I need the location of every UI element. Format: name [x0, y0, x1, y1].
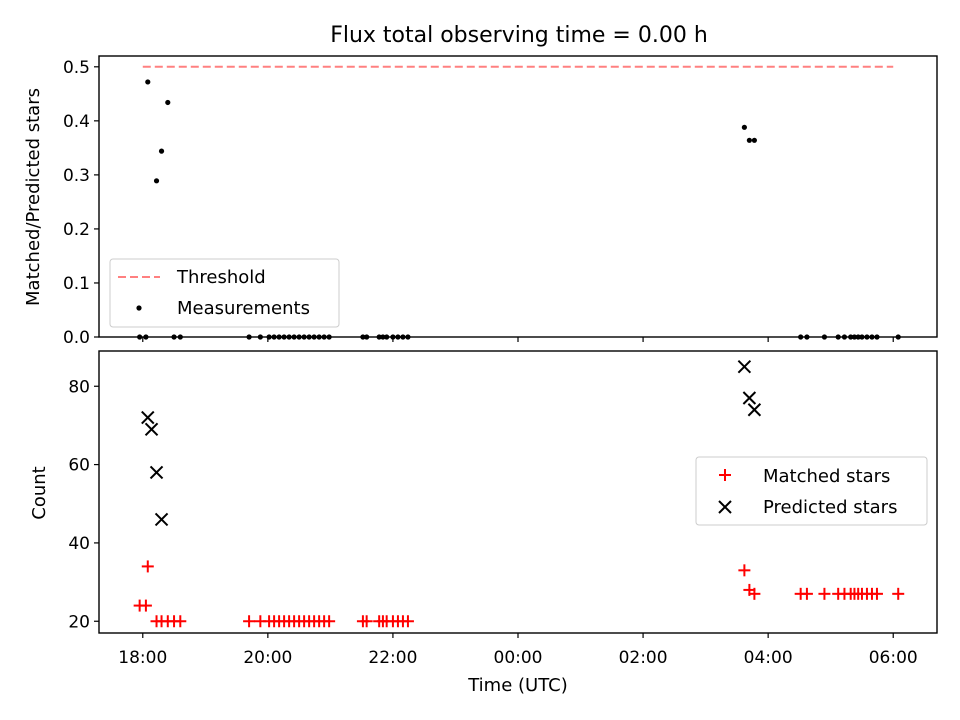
matched-star-point	[818, 587, 831, 600]
x-tick-label: 06:00	[869, 648, 918, 668]
matched-star-point	[243, 615, 256, 628]
predicted-star-point	[141, 410, 155, 425]
bottom-x-axis-label: Time (UTC)	[467, 675, 568, 696]
bottom-x-ticks: 18:00 20:00 22:00 00:00 02:00 04:00 06:00	[118, 633, 918, 668]
matched-star-point	[323, 615, 336, 628]
y-tick-label: 20	[68, 612, 90, 632]
legend-measurements-swatch	[136, 305, 142, 311]
legend-measurements-label: Measurements	[177, 298, 310, 319]
y-tick-label: 0.2	[63, 220, 90, 240]
measurement-point	[145, 79, 151, 85]
matched-star-point	[174, 615, 187, 628]
x-tick-label: 22:00	[368, 648, 417, 668]
y-tick-label: 0.4	[63, 112, 90, 132]
top-axes: 0.0 0.1 0.2 0.3 0.4 0.5 Matched/Predicted sta…	[23, 55, 938, 348]
x-tick-label: 04:00	[744, 648, 793, 668]
x-tick-label: 20:00	[243, 648, 292, 668]
top-y-axis-label: Matched/Predicted stars	[23, 88, 44, 306]
predicted-star-point	[742, 391, 757, 405]
top-x-ticks	[142, 337, 894, 342]
y-tick-label: 60	[68, 456, 90, 476]
matched-star-point	[141, 560, 154, 573]
predicted-star-point	[747, 403, 762, 417]
legend-predicted-swatch	[718, 500, 732, 514]
y-tick-label: 40	[68, 534, 90, 554]
matched-star-point	[139, 599, 152, 612]
matched-star-point	[401, 615, 414, 628]
y-tick-label: 80	[68, 377, 90, 397]
top-legend-box	[109, 258, 340, 328]
top-legend: Threshold Measurements	[109, 258, 340, 328]
legend-threshold-label: Threshold	[176, 267, 266, 288]
matched-star-point	[800, 587, 813, 600]
matched-star-point	[870, 587, 883, 600]
x-tick-label: 02:00	[619, 648, 668, 668]
predicted-star-point	[144, 422, 159, 437]
bottom-legend: Matched stars Predicted stars	[695, 456, 928, 526]
bottom-axes: 20 40 60 80 18:00 20:00 22:00 00:00 02:00 04:00 0…	[29, 350, 938, 696]
legend-matched-label: Matched stars	[763, 466, 890, 487]
bottom-legend-box	[695, 456, 928, 526]
measurement-point	[165, 99, 171, 106]
y-tick-label: 0.1	[63, 274, 90, 294]
matched-star-point	[748, 587, 761, 600]
measurement-point	[158, 148, 165, 154]
top-y-ticks: 0.0 0.1 0.2 0.3 0.4 0.5	[63, 58, 99, 348]
bottom-y-axis-label: Count	[29, 466, 50, 519]
measurement-point	[741, 124, 747, 130]
matched-star-point	[892, 587, 905, 600]
measurement-point	[746, 137, 752, 143]
matched-star-point	[738, 564, 751, 577]
y-tick-label: 0.0	[63, 328, 90, 348]
y-tick-label: 0.3	[63, 166, 90, 186]
matched-star-point	[360, 615, 373, 628]
x-tick-label: 00:00	[494, 648, 543, 668]
measurement-point	[751, 137, 757, 143]
legend-predicted-label: Predicted stars	[763, 497, 897, 518]
predicted-star-point	[737, 359, 752, 374]
x-tick-label: 18:00	[118, 648, 167, 668]
bottom-plot-marks	[133, 359, 905, 628]
figure-title: Flux total observing time = 0.00 h	[330, 23, 708, 48]
measurement-point	[153, 178, 160, 184]
predicted-star-point	[149, 465, 164, 480]
legend-matched-swatch	[719, 469, 731, 481]
y-tick-label: 0.5	[63, 58, 90, 78]
predicted-star-point	[154, 512, 169, 527]
bottom-y-ticks: 20 40 60 80	[68, 377, 99, 632]
